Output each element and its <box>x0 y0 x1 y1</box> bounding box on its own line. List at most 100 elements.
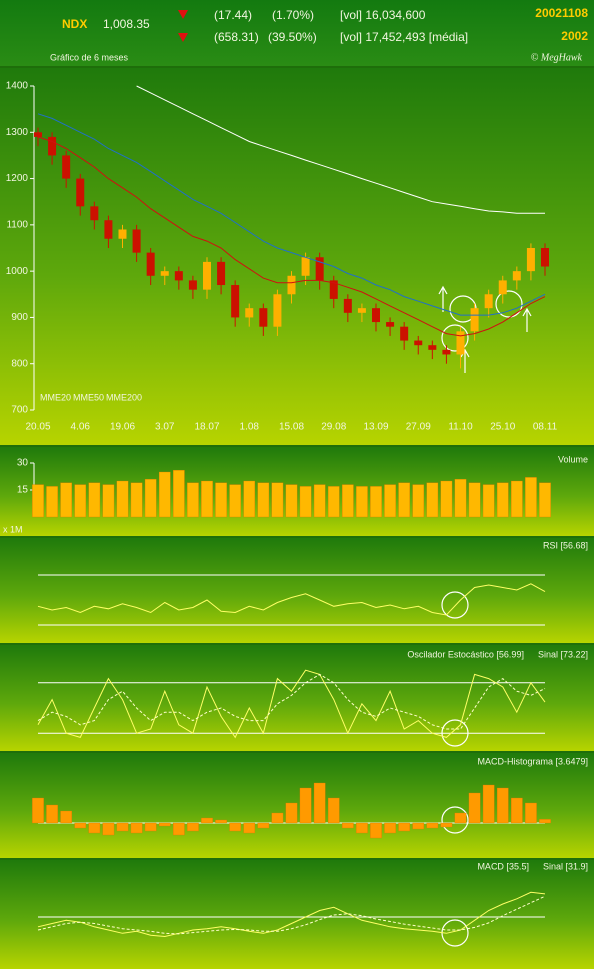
bar <box>32 484 44 518</box>
bar <box>327 797 340 824</box>
bar <box>440 822 453 828</box>
down-arrow <box>178 10 188 19</box>
header-bg <box>0 0 594 66</box>
x-tick-label: 25.10 <box>490 422 515 433</box>
candle-body <box>203 261 211 290</box>
candle-body <box>442 349 451 355</box>
candle-body <box>541 248 549 267</box>
bar <box>32 797 44 824</box>
x-tick-label: 27.09 <box>406 422 431 433</box>
candle-body <box>343 298 352 313</box>
change-pct: (1.70%) <box>272 8 314 22</box>
year: 2002 <box>561 29 588 43</box>
line-series <box>136 85 545 214</box>
bar <box>412 822 425 830</box>
bar <box>327 486 340 518</box>
candle-body <box>48 136 57 156</box>
legend-entry: MME200 <box>106 392 142 402</box>
candle-body <box>372 308 380 323</box>
highlight-circle <box>495 290 523 318</box>
price: 1,008.35 <box>103 17 150 31</box>
bar <box>370 486 382 518</box>
bar <box>60 482 72 518</box>
bar <box>426 482 439 518</box>
x-tick-label: 13.09 <box>363 422 388 433</box>
bar <box>271 812 284 824</box>
bar <box>158 822 171 827</box>
line-series <box>37 891 546 938</box>
legend-entry: MME50 <box>73 392 104 402</box>
bar <box>173 470 185 518</box>
bar <box>257 822 270 829</box>
candle-body <box>470 308 479 332</box>
legend-entry: Sinal [73.22] <box>538 649 588 659</box>
candle-body <box>160 271 169 276</box>
bar <box>46 486 58 518</box>
date: 20021108 <box>535 6 588 20</box>
bar <box>539 482 551 518</box>
x-tick-label: 11.10 <box>448 422 473 433</box>
bar <box>187 482 199 518</box>
bar <box>525 802 537 824</box>
highlight-circle <box>441 591 469 619</box>
bar <box>412 484 425 518</box>
candle-body <box>104 220 113 239</box>
line-series <box>37 673 546 730</box>
bar <box>243 822 256 834</box>
candle-body <box>34 132 42 137</box>
candle-body <box>245 308 254 318</box>
bar <box>243 480 256 518</box>
x-tick-label: 29.08 <box>321 422 346 433</box>
volume-avg: [vol] 17,452,493 [média] <box>340 30 468 44</box>
candle-body <box>301 257 310 276</box>
bar <box>215 482 227 518</box>
bar <box>313 782 326 824</box>
candle-body <box>188 280 197 290</box>
candle-body <box>273 294 282 327</box>
bar <box>482 784 495 824</box>
bar <box>116 822 129 832</box>
annotation-arrow <box>438 285 448 312</box>
bar <box>60 810 72 824</box>
x-tick-label: 4.06 <box>71 422 91 433</box>
bar <box>482 484 495 518</box>
bar <box>229 484 241 518</box>
bar <box>356 822 368 834</box>
bar <box>201 817 213 824</box>
bar <box>313 484 326 518</box>
bar <box>144 822 157 832</box>
bar <box>299 787 312 824</box>
bar <box>285 484 298 518</box>
line-series <box>37 669 546 739</box>
bar <box>130 822 143 834</box>
legend-entry: MME20 <box>40 392 71 402</box>
bar <box>468 792 481 824</box>
bar <box>271 482 284 518</box>
line-series <box>37 895 546 935</box>
legend-entry: Sinal [31.9] <box>543 861 588 871</box>
bar <box>426 822 439 829</box>
y-tick-label: 1100 <box>6 219 28 230</box>
bar <box>229 822 241 832</box>
bar <box>384 484 396 518</box>
bar <box>158 471 171 518</box>
x-tick-label: 08.11 <box>533 422 558 433</box>
candle-body <box>414 340 423 346</box>
bar <box>144 479 157 518</box>
y-tick-label: 1300 <box>6 127 29 138</box>
x-tick-label: 18.07 <box>194 422 219 433</box>
x-tick-label: 15.08 <box>279 422 304 433</box>
change-ytd-pct: (39.50%) <box>268 30 317 44</box>
bar <box>299 486 312 518</box>
bar <box>511 797 523 824</box>
candle-body <box>132 229 141 253</box>
unit-label: x 1M <box>3 524 23 534</box>
candle-body <box>90 206 99 221</box>
line-series <box>37 583 546 616</box>
candle-body <box>526 248 535 272</box>
panel-title: Volume <box>558 454 588 464</box>
candle-body <box>174 271 183 281</box>
bar <box>496 482 509 518</box>
panel-bg <box>0 860 594 969</box>
annotation-arrow <box>460 348 470 373</box>
